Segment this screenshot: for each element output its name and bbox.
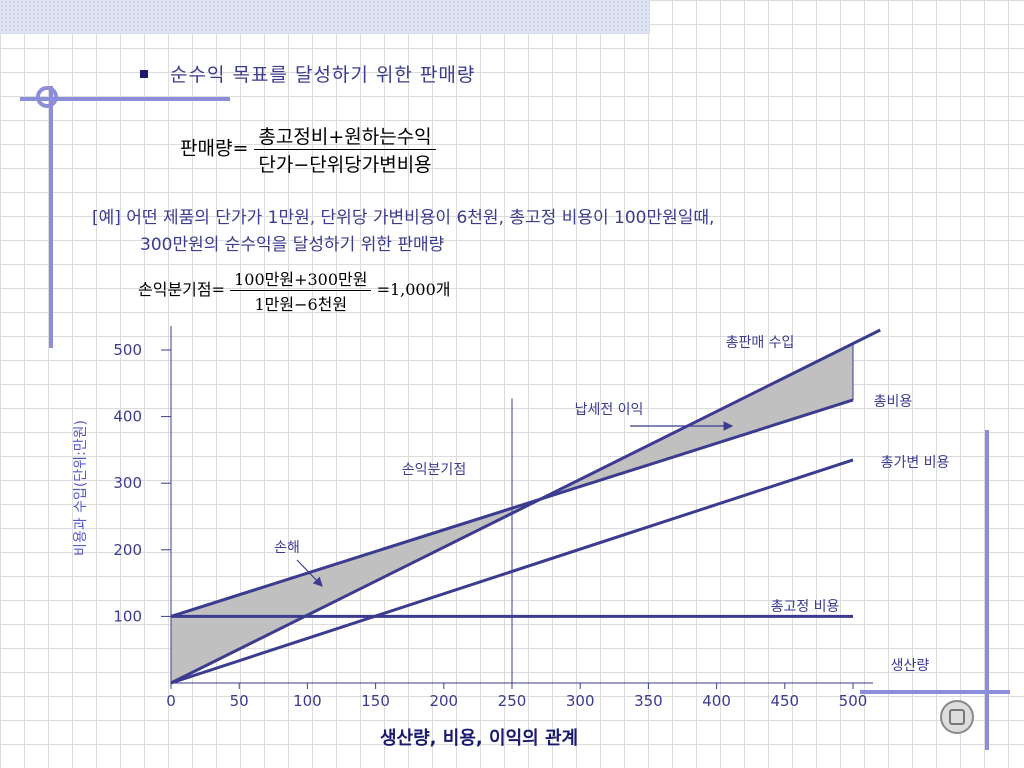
decor-bar-top xyxy=(20,97,230,101)
sales-volume-formula: 판매량= 총고정비+원하는수익 단가−단위당가변비용 xyxy=(180,122,436,177)
formula-numerator: 총고정비+원하는수익 xyxy=(254,122,436,150)
formula2-fraction: 100만원+300만원 1만원−6천원 xyxy=(230,266,372,315)
formula2-numerator: 100만원+300만원 xyxy=(230,266,372,291)
loss-area xyxy=(171,508,512,683)
x-tick-label: 100 xyxy=(293,692,322,710)
chart-caption: 생산량, 비용, 이익의 관계 xyxy=(380,728,579,749)
profit-label: 납세전 이익 xyxy=(575,402,644,418)
decor-bar-right xyxy=(985,430,989,750)
variable-cost-line xyxy=(170,458,854,685)
x-tick-label: 150 xyxy=(361,692,390,710)
example-line-1: [예] 어떤 제품의 단가가 1만원, 단위당 가변비용이 6천원, 총고정 비… xyxy=(92,208,715,228)
formula2-lhs: 손익분기점= xyxy=(138,280,226,299)
decor-bar-bottom xyxy=(860,690,1010,694)
x-tick-label: 250 xyxy=(498,692,527,710)
x-tick-label: 500 xyxy=(839,692,868,710)
y-tick-label: 500 xyxy=(113,341,142,359)
x-tick-label: 50 xyxy=(230,692,249,710)
series-label-total-cost: 총비용 xyxy=(874,394,913,410)
example-text: [예] 어떤 제품의 단가가 1만원, 단위당 가변비용이 6천원, 총고정 비… xyxy=(92,205,972,259)
x-tick-label: 350 xyxy=(634,692,663,710)
series-label-revenue: 총판매 수입 xyxy=(726,335,795,351)
decor-bar-left xyxy=(49,86,53,348)
series-label-variable-cost: 총가변 비용 xyxy=(881,455,950,471)
y-tick-label: 300 xyxy=(113,474,142,492)
page-title: 순수익 목표를 달성하기 위한 판매량 xyxy=(170,64,476,86)
x-tick-label: 450 xyxy=(770,692,799,710)
total-cost-line xyxy=(170,398,854,618)
loss-arrow xyxy=(296,559,323,587)
series-label-fixed-cost: 총고정 비용 xyxy=(771,599,840,615)
loss-label: 손해 xyxy=(274,540,300,556)
y-tick-label: 200 xyxy=(113,541,142,559)
profit-area xyxy=(512,343,853,514)
revenue-line xyxy=(170,328,881,685)
formula2-result: =1,000개 xyxy=(376,280,451,299)
logo-emblem-icon xyxy=(949,709,965,725)
example-line-2: 300만원의 순수익을 달성하기 위한 판매량 xyxy=(140,235,445,255)
y-tick-label: 100 xyxy=(113,607,142,625)
x-tick-label: 200 xyxy=(429,692,458,710)
university-logo xyxy=(940,700,974,734)
x-axis-title: 생산량 xyxy=(891,658,930,674)
breakeven-formula: 손익분기점= 100만원+300만원 1만원−6천원 =1,000개 xyxy=(138,266,451,315)
bullet-icon xyxy=(140,70,148,78)
y-tick-label: 400 xyxy=(113,408,142,426)
x-tick-label: 400 xyxy=(702,692,731,710)
breakeven-label: 손익분기점 xyxy=(402,462,466,478)
formula-lhs: 판매량= xyxy=(180,137,249,160)
x-tick-label: 0 xyxy=(166,692,176,710)
top-banner xyxy=(0,0,650,34)
formula-fraction: 총고정비+원하는수익 단가−단위당가변비용 xyxy=(254,122,436,177)
y-axis-label: 비용과 수입(단위:만원) xyxy=(73,419,89,557)
decor-ring xyxy=(36,86,58,108)
x-tick-label: 300 xyxy=(566,692,595,710)
formula-denominator: 단가−단위당가변비용 xyxy=(258,154,432,176)
formula2-denominator: 1만원−6천원 xyxy=(254,295,348,314)
